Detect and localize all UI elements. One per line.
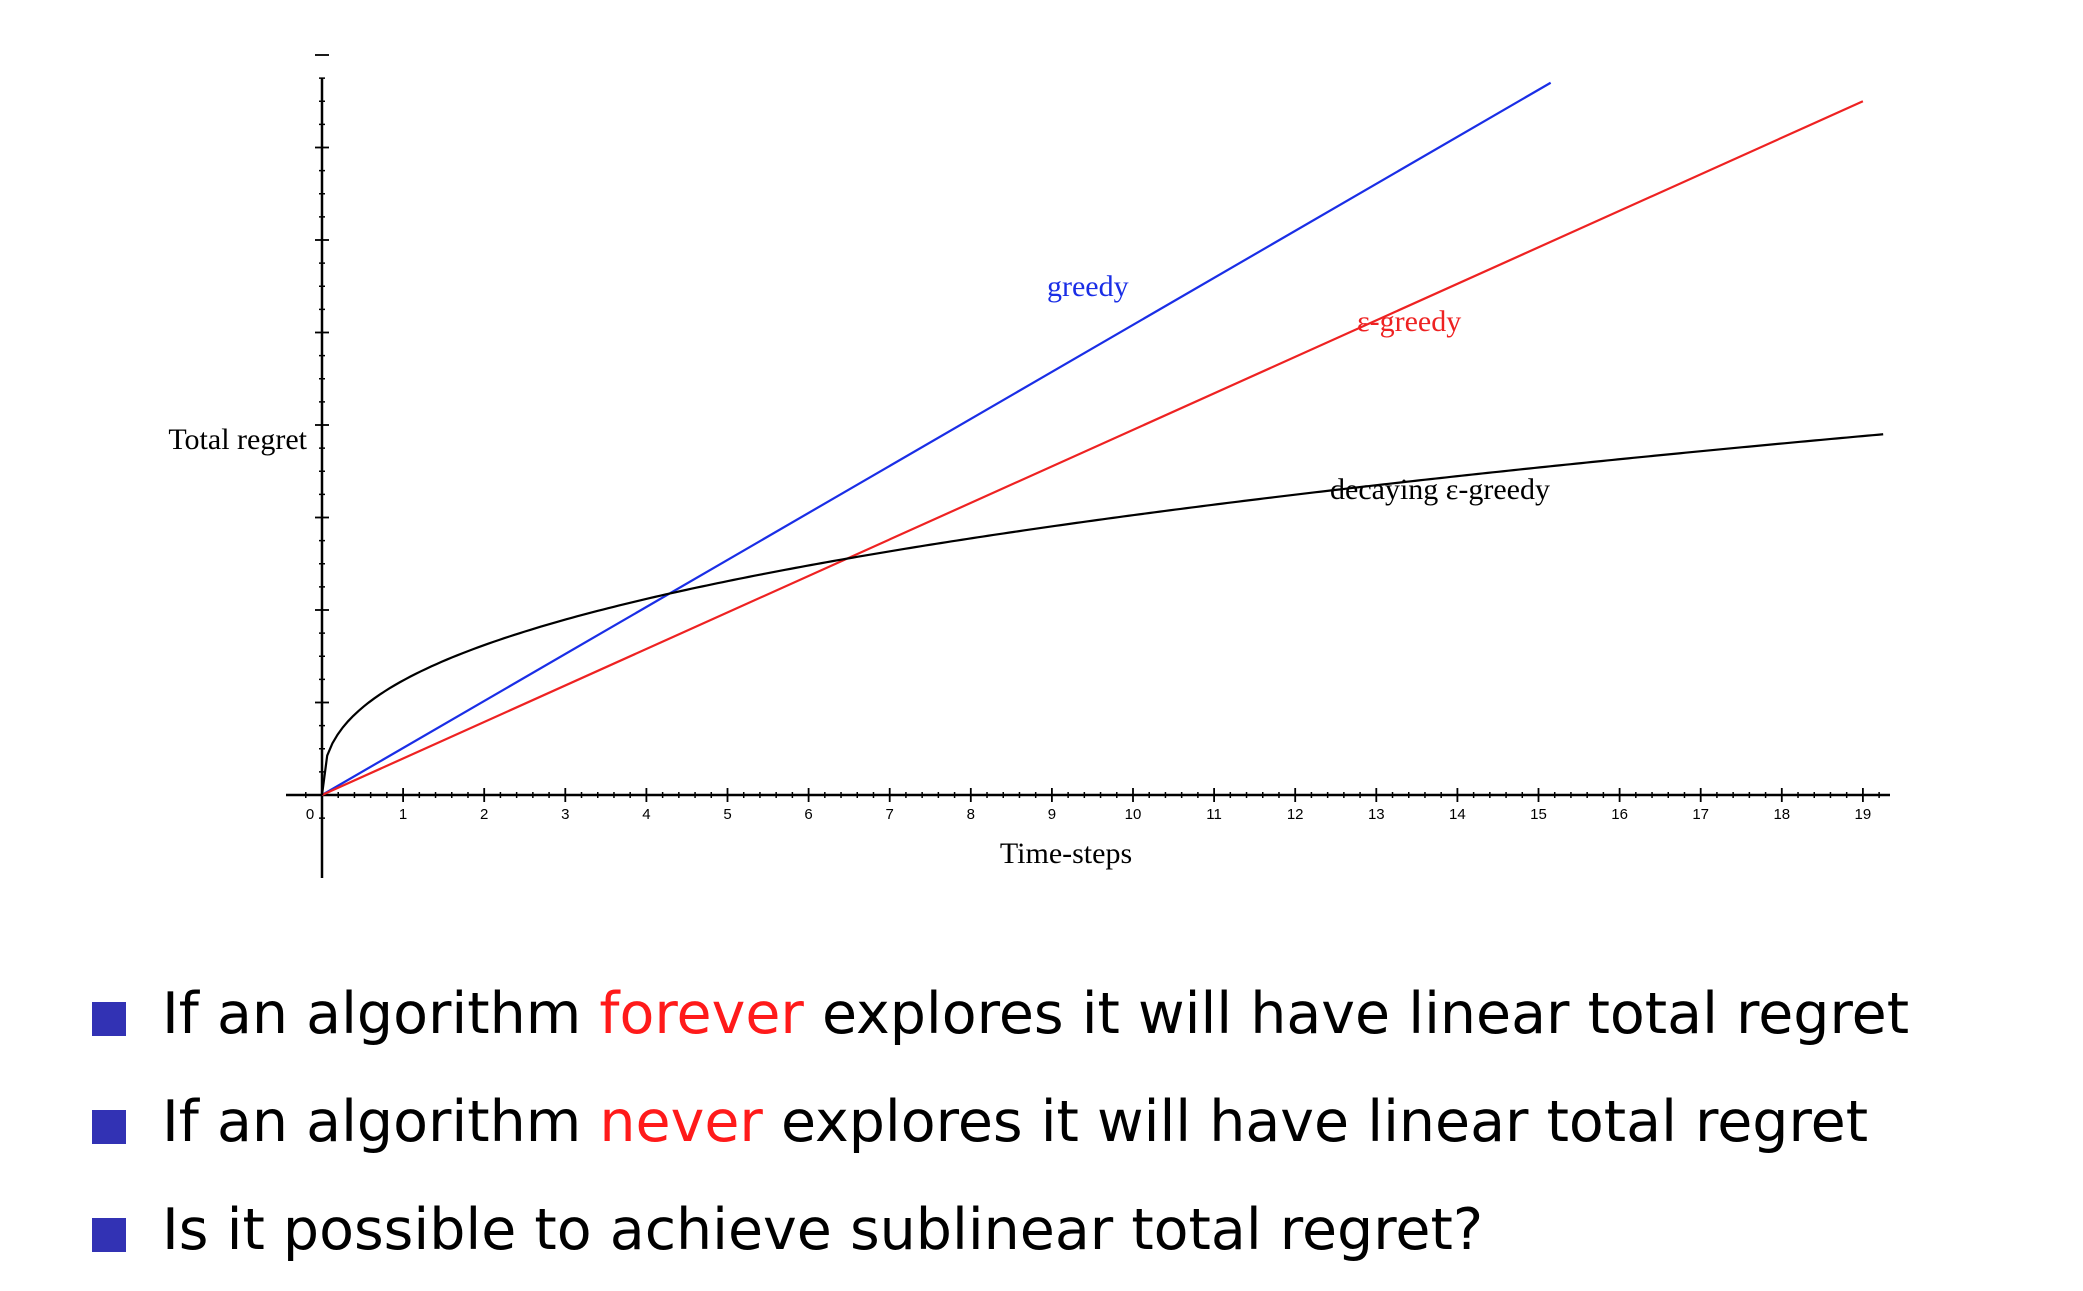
x-tick-label: 13 xyxy=(1368,806,1385,823)
bullet-square-icon xyxy=(92,1218,126,1252)
x-tick-label: 16 xyxy=(1611,806,1628,823)
x-axis-label: Time-steps xyxy=(1000,837,1132,870)
x-tick-label: 6 xyxy=(804,806,812,823)
series-label-decaying-epsilon-greedy: decaying ε-greedy xyxy=(1330,473,1550,506)
regret-chart: 0 1 2 3 4 5 6 7 8 9 10 11 12 13 14 15 16 17 18 19 Total reg… xyxy=(168,54,1890,878)
x-tick-label: 18 xyxy=(1773,806,1790,823)
bullet-text: Is it possible to achieve sublinear tota… xyxy=(162,1197,1484,1263)
x-minor-ticks xyxy=(305,792,1880,798)
y-axis-label: Total regret xyxy=(168,423,307,456)
x-tick-label: 5 xyxy=(723,806,731,823)
bullet-item: If an algorithm forever explores it will… xyxy=(92,960,2052,1068)
y-ticks xyxy=(315,54,329,819)
x-tick-label: 8 xyxy=(967,806,975,823)
x-tick-label: 19 xyxy=(1855,806,1872,823)
labels: Total regret Time-steps greedy ε-greedy … xyxy=(168,270,1550,870)
bullet-list: If an algorithm forever explores it will… xyxy=(92,960,2052,1284)
x-tick-label: 15 xyxy=(1530,806,1547,823)
bullet-square-icon xyxy=(92,1110,126,1144)
series-label-greedy: greedy xyxy=(1047,270,1129,303)
x-major-ticks: 0 1 2 3 4 5 6 7 8 9 10 11 12 13 14 15 16 17 18 19 xyxy=(306,788,1871,823)
x-tick-label: 7 xyxy=(886,806,894,823)
bullet-item: Is it possible to achieve sublinear tota… xyxy=(92,1176,2052,1284)
bullet-square-icon xyxy=(92,1002,126,1036)
x-tick-label: 17 xyxy=(1692,806,1709,823)
x-tick-label: 3 xyxy=(561,806,569,823)
series-lines xyxy=(320,81,1884,797)
x-tick-label: 4 xyxy=(642,806,650,823)
x-tick-label: 2 xyxy=(480,806,488,823)
series-line-epsilon-greedy xyxy=(321,100,1864,797)
bullet-item: If an algorithm never explores it will h… xyxy=(92,1068,2052,1176)
x-tick-label: 1 xyxy=(399,806,407,823)
x-tick-label: 0 xyxy=(306,806,314,823)
x-tick-label: 14 xyxy=(1449,806,1466,823)
x-tick-label: 9 xyxy=(1048,806,1056,823)
highlight-word: forever xyxy=(599,981,804,1047)
x-tick-label: 12 xyxy=(1287,806,1304,823)
bullet-text: If an algorithm forever explores it will… xyxy=(162,981,1910,1047)
series-line-greedy xyxy=(321,81,1552,796)
series-label-epsilon-greedy: ε-greedy xyxy=(1357,305,1461,338)
highlight-word: never xyxy=(599,1089,763,1155)
series-line-decaying-epsilon-greedy xyxy=(320,433,1884,796)
x-tick-label: 10 xyxy=(1125,806,1142,823)
axes: 0 1 2 3 4 5 6 7 8 9 10 11 12 13 14 15 16 17 18 19 xyxy=(286,54,1890,878)
x-tick-label: 11 xyxy=(1206,806,1222,823)
bullet-text: If an algorithm never explores it will h… xyxy=(162,1089,1869,1155)
